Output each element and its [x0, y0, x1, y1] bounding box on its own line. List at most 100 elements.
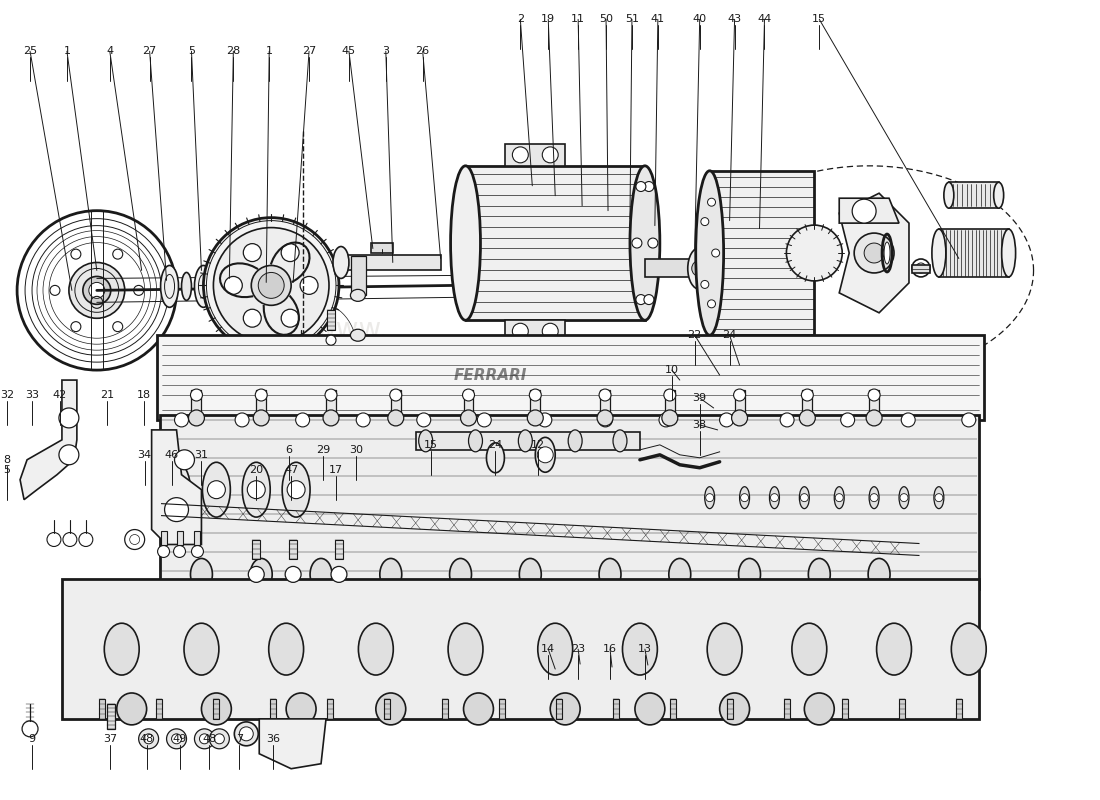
- Bar: [613, 699, 619, 719]
- Ellipse shape: [182, 273, 191, 300]
- Circle shape: [113, 249, 123, 259]
- Circle shape: [258, 273, 284, 298]
- Text: FERRARI: FERRARI: [454, 367, 527, 382]
- Circle shape: [251, 266, 292, 306]
- Text: 15: 15: [424, 440, 438, 450]
- Circle shape: [300, 277, 318, 294]
- Text: 28: 28: [227, 46, 241, 56]
- Ellipse shape: [952, 623, 987, 675]
- Ellipse shape: [117, 693, 146, 725]
- Circle shape: [195, 729, 214, 749]
- Circle shape: [157, 546, 169, 558]
- Text: 34: 34: [138, 450, 152, 460]
- Bar: [664, 390, 674, 420]
- Text: 49: 49: [173, 734, 187, 744]
- Bar: [328, 699, 333, 719]
- Text: 8: 8: [3, 454, 11, 465]
- Bar: [327, 310, 336, 330]
- Bar: [737, 403, 742, 425]
- Text: 25: 25: [23, 46, 37, 56]
- Text: ●: ●: [293, 324, 329, 366]
- Circle shape: [188, 410, 205, 426]
- Text: 48: 48: [202, 734, 217, 744]
- Circle shape: [296, 413, 309, 427]
- Ellipse shape: [550, 693, 580, 725]
- Ellipse shape: [184, 623, 219, 675]
- Ellipse shape: [695, 170, 724, 335]
- Bar: [842, 699, 847, 719]
- Circle shape: [323, 410, 339, 426]
- Circle shape: [961, 413, 976, 427]
- Circle shape: [692, 261, 707, 277]
- Bar: [107, 704, 114, 729]
- Circle shape: [89, 282, 104, 298]
- Text: 24: 24: [488, 440, 503, 450]
- Circle shape: [47, 533, 60, 546]
- Bar: [326, 390, 336, 420]
- Circle shape: [282, 244, 299, 262]
- Circle shape: [172, 734, 182, 744]
- Circle shape: [801, 494, 808, 502]
- Circle shape: [69, 262, 124, 318]
- Bar: [757, 403, 762, 425]
- Circle shape: [461, 410, 476, 426]
- Ellipse shape: [286, 693, 316, 725]
- Ellipse shape: [877, 623, 912, 675]
- Ellipse shape: [519, 558, 541, 590]
- Circle shape: [663, 389, 675, 401]
- Circle shape: [190, 389, 202, 401]
- Ellipse shape: [359, 623, 394, 675]
- Circle shape: [542, 323, 558, 339]
- Circle shape: [901, 413, 915, 427]
- Bar: [869, 390, 879, 420]
- Text: 36: 36: [266, 734, 280, 744]
- Text: 27: 27: [301, 46, 316, 56]
- Text: classicspares: classicspares: [421, 351, 679, 389]
- Bar: [530, 390, 540, 420]
- Ellipse shape: [899, 486, 909, 509]
- Ellipse shape: [469, 430, 483, 452]
- Bar: [601, 390, 610, 420]
- Text: 24: 24: [723, 330, 737, 340]
- Circle shape: [144, 734, 154, 744]
- Polygon shape: [20, 380, 77, 500]
- Circle shape: [701, 281, 708, 289]
- Text: 22: 22: [688, 330, 702, 340]
- Circle shape: [199, 734, 209, 744]
- Circle shape: [707, 198, 715, 206]
- Circle shape: [786, 225, 843, 281]
- Text: 19: 19: [541, 14, 556, 24]
- Circle shape: [82, 277, 111, 304]
- Circle shape: [224, 277, 242, 294]
- Circle shape: [167, 481, 186, 498]
- Text: 21: 21: [100, 390, 113, 400]
- Text: 23: 23: [571, 644, 585, 654]
- Bar: [727, 699, 734, 719]
- Circle shape: [174, 546, 186, 558]
- Bar: [645, 259, 700, 278]
- Circle shape: [134, 286, 144, 295]
- Bar: [341, 254, 441, 270]
- Ellipse shape: [163, 462, 190, 517]
- Text: www.: www.: [314, 316, 388, 344]
- Ellipse shape: [351, 290, 365, 302]
- Bar: [710, 170, 814, 335]
- Ellipse shape: [283, 462, 310, 517]
- Circle shape: [240, 727, 253, 741]
- Circle shape: [868, 389, 880, 401]
- Text: 45: 45: [342, 46, 356, 56]
- Ellipse shape: [884, 242, 890, 264]
- Text: 7: 7: [235, 734, 243, 744]
- Circle shape: [835, 494, 844, 502]
- Ellipse shape: [705, 486, 715, 509]
- Text: 41: 41: [651, 14, 664, 24]
- Bar: [161, 530, 166, 546]
- Text: 2: 2: [517, 14, 524, 24]
- Ellipse shape: [800, 486, 810, 509]
- Circle shape: [209, 729, 229, 749]
- Ellipse shape: [333, 246, 349, 278]
- Text: 1: 1: [266, 46, 273, 56]
- Circle shape: [287, 481, 305, 498]
- Circle shape: [935, 494, 943, 502]
- Ellipse shape: [310, 558, 332, 590]
